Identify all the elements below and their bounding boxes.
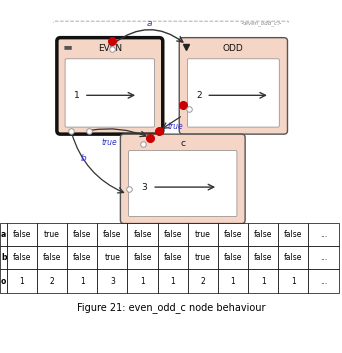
Text: c: c [180,139,185,148]
FancyBboxPatch shape [52,21,290,228]
FancyBboxPatch shape [179,38,288,134]
Text: ■■: ■■ [64,44,73,49]
Text: a: a [147,19,153,28]
Text: 1: 1 [74,91,79,100]
Text: ODD: ODD [223,44,244,53]
Text: EVEN: EVEN [98,44,122,53]
Text: true: true [168,122,184,131]
Text: Figure 20: Node UpDown: Figure 20: Node UpDown [93,237,249,250]
FancyBboxPatch shape [129,151,237,216]
Text: <even_odd_c>: <even_odd_c> [240,20,281,26]
Text: true: true [102,138,118,147]
FancyBboxPatch shape [65,59,155,127]
FancyBboxPatch shape [187,59,279,127]
Text: 2: 2 [196,91,201,100]
FancyBboxPatch shape [120,134,245,223]
Text: b: b [81,154,87,163]
FancyBboxPatch shape [57,38,163,134]
Text: Figure 21: even_odd_c node behaviour: Figure 21: even_odd_c node behaviour [77,302,265,313]
Text: 3: 3 [142,183,147,192]
